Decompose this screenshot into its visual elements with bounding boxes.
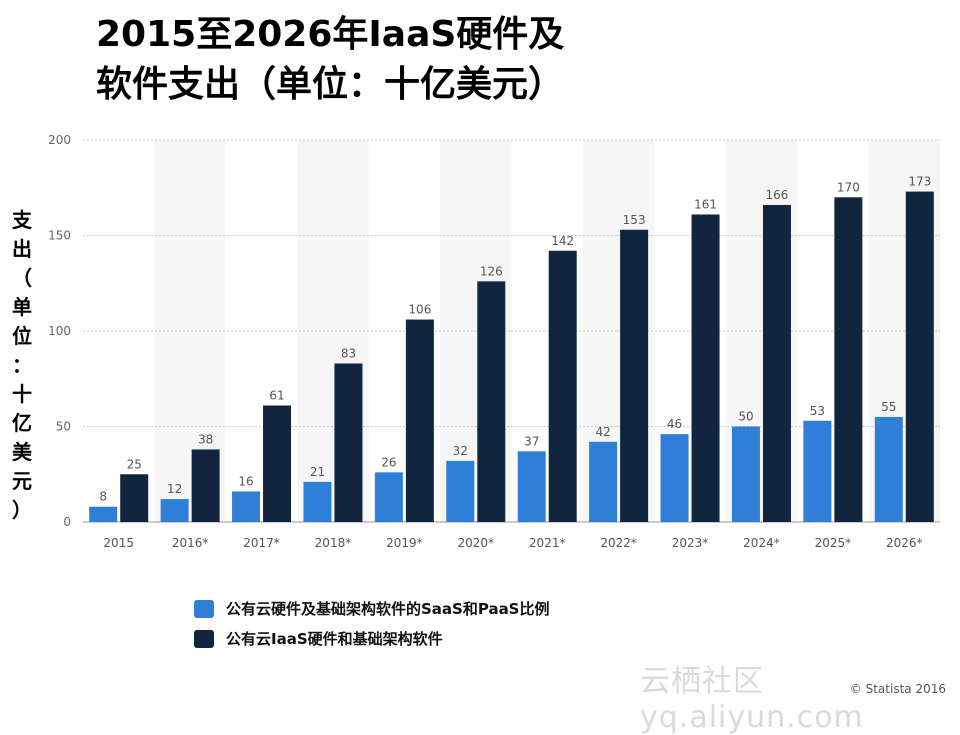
data-label-iaas: 83 <box>341 346 356 360</box>
data-label-saas-paas: 53 <box>810 404 825 418</box>
bar-saas-paas <box>803 420 832 522</box>
bar-iaas <box>334 363 363 522</box>
bar-iaas <box>548 250 577 522</box>
x-tick-label: 2017* <box>243 536 280 550</box>
data-label-iaas: 61 <box>269 388 284 402</box>
y-tick-label: 0 <box>63 515 71 529</box>
x-tick-label: 2025* <box>815 536 852 550</box>
bar-saas-paas <box>517 451 546 522</box>
data-label-iaas: 142 <box>551 234 574 248</box>
data-label-iaas: 38 <box>198 432 213 446</box>
data-label-saas-paas: 12 <box>167 482 182 496</box>
bar-saas-paas <box>89 506 118 522</box>
bar-saas-paas <box>589 441 618 522</box>
x-tick-label: 2018* <box>315 536 352 550</box>
x-tick-label: 2016* <box>172 536 209 550</box>
x-tick-label: 2023* <box>672 536 709 550</box>
legend-swatch-saas-paas <box>194 599 214 618</box>
chart-title-line-1: 2015至2026年IaaS硬件及 <box>96 14 565 55</box>
bar-iaas <box>905 191 934 522</box>
x-tick-label: 2026* <box>886 536 923 550</box>
data-label-iaas: 166 <box>766 188 789 202</box>
chart-title-line-2: 软件支出（单位：十亿美元） <box>96 64 565 105</box>
bar-iaas <box>620 229 649 522</box>
x-tick-label: 2022* <box>600 536 637 550</box>
y-tick-label: 200 <box>48 133 71 147</box>
bar-iaas <box>263 405 292 522</box>
bar-iaas <box>191 449 220 522</box>
source-credit: © Statista 2016 <box>849 682 946 696</box>
x-tick-label: 2024* <box>743 536 780 550</box>
data-label-saas-paas: 26 <box>381 455 396 469</box>
bar-iaas <box>120 474 149 522</box>
data-label-saas-paas: 55 <box>881 400 896 414</box>
data-label-saas-paas: 32 <box>453 444 468 458</box>
data-label-iaas: 25 <box>127 457 142 471</box>
legend-item-iaas: 公有云IaaS硬件和基础架构软件 <box>194 628 443 649</box>
y-tick-label: 100 <box>48 324 71 338</box>
bar-chart: 0 50 100 150 200 8 25 2015 12 38 2016* 16 61 2017* 21 8… <box>48 133 940 550</box>
legend-label-saas-paas: 公有云硬件及基础架构软件的SaaS和PaaS比例 <box>226 600 550 618</box>
bar-iaas <box>691 214 720 523</box>
data-label-iaas: 173 <box>908 175 931 189</box>
x-tick-label: 2019* <box>386 536 423 550</box>
legend-label-iaas: 公有云IaaS硬件和基础架构软件 <box>226 630 443 648</box>
data-label-saas-paas: 16 <box>238 474 253 488</box>
bar-saas-paas <box>232 491 261 522</box>
bar-saas-paas <box>374 472 403 522</box>
x-tick-label: 2020* <box>458 536 495 550</box>
bar-saas-paas <box>731 426 760 522</box>
data-label-saas-paas: 42 <box>595 425 610 439</box>
y-tick-label: 150 <box>48 229 71 243</box>
data-label-iaas: 106 <box>408 303 431 317</box>
legend-swatch-iaas <box>194 629 214 648</box>
data-label-iaas: 153 <box>623 213 646 227</box>
y-axis-label: 支出 （ 单 位 ： 十 亿 美 元 ） <box>12 208 32 522</box>
data-label-iaas: 170 <box>837 180 860 194</box>
x-tick-label: 2015 <box>103 536 134 550</box>
bar-iaas <box>834 197 863 523</box>
bar-saas-paas <box>303 481 332 522</box>
bar-iaas <box>477 281 506 522</box>
data-label-saas-paas: 46 <box>667 417 682 431</box>
bar-saas-paas <box>160 499 189 522</box>
bar-saas-paas <box>874 416 903 522</box>
data-label-saas-paas: 8 <box>99 490 107 504</box>
bar-iaas <box>762 204 791 522</box>
bar-saas-paas <box>660 434 689 522</box>
x-tick-label: 2021* <box>529 536 566 550</box>
bar-iaas <box>405 319 434 522</box>
data-label-saas-paas: 37 <box>524 434 539 448</box>
legend-item-saas-paas: 公有云硬件及基础架构软件的SaaS和PaaS比例 <box>194 598 550 619</box>
data-label-iaas: 126 <box>480 264 503 278</box>
chart-title: 2015至2026年IaaS硬件及 软件支出（单位：十亿美元） <box>96 10 564 110</box>
data-label-saas-paas: 21 <box>310 465 325 479</box>
bar-saas-paas <box>446 460 475 522</box>
data-label-saas-paas: 50 <box>738 410 753 424</box>
y-tick-label: 50 <box>56 420 71 434</box>
data-label-iaas: 161 <box>694 197 717 211</box>
